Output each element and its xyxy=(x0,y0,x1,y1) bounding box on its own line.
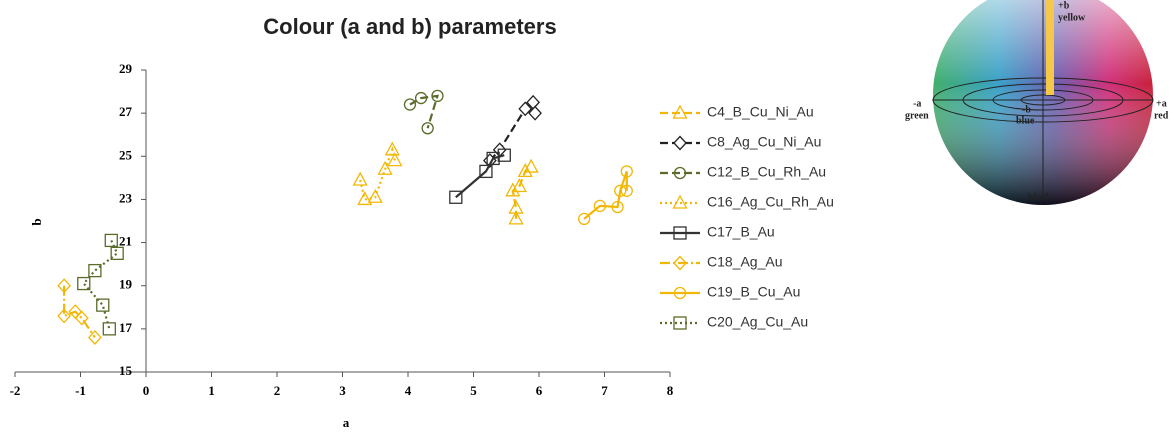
data-point xyxy=(614,184,627,197)
data-point xyxy=(449,190,463,204)
data-point xyxy=(57,308,72,324)
data-point xyxy=(77,276,91,291)
colour-sphere xyxy=(932,0,1154,205)
x-tick-label: 7 xyxy=(601,383,608,398)
legend-marker xyxy=(673,316,687,330)
sphere-label: -a xyxy=(913,98,921,109)
data-point xyxy=(352,171,368,186)
legend-marker xyxy=(673,286,687,300)
data-point xyxy=(387,152,403,167)
chart-title: Colour (a and b) parameters xyxy=(263,14,556,39)
data-point xyxy=(508,199,524,214)
series-line xyxy=(82,239,119,330)
legend-marker xyxy=(673,226,687,240)
data-point xyxy=(511,178,527,193)
data-point xyxy=(414,91,428,105)
x-tick-label: 3 xyxy=(339,383,346,398)
x-tick-label: 1 xyxy=(208,383,215,398)
data-point xyxy=(367,188,383,203)
data-point xyxy=(523,158,539,173)
series-line xyxy=(583,171,628,220)
data-point xyxy=(88,263,102,278)
y-tick-label: 21 xyxy=(119,234,132,249)
data-point xyxy=(486,151,500,166)
legend-label: C16_Ag_Cu_Rh_Au xyxy=(707,194,834,210)
data-point xyxy=(96,298,110,312)
data-point xyxy=(620,165,633,178)
series-line xyxy=(511,166,532,219)
x-tick-label: 5 xyxy=(470,383,477,398)
data-point xyxy=(110,246,124,261)
sphere-label: red xyxy=(1154,110,1169,121)
data-point xyxy=(403,98,417,111)
y-tick-label: 27 xyxy=(119,104,133,119)
sphere-label: -b xyxy=(1022,104,1031,115)
x-tick-label: -1 xyxy=(75,383,86,398)
x-tick-label: 8 xyxy=(667,383,674,398)
sphere-label: yellow xyxy=(1058,12,1086,23)
data-point xyxy=(384,141,400,156)
data-point xyxy=(517,163,533,178)
x-tick-label: -2 xyxy=(10,383,21,398)
legend-marker xyxy=(673,135,687,151)
data-point xyxy=(357,191,373,206)
data-point xyxy=(104,233,118,248)
legend-marker xyxy=(673,255,687,271)
data-point xyxy=(593,199,607,213)
data-point xyxy=(505,182,521,197)
x-tick-label: 2 xyxy=(274,383,281,398)
data-point xyxy=(421,122,434,135)
series-line xyxy=(359,146,396,201)
data-point xyxy=(102,322,116,336)
data-point xyxy=(497,148,511,162)
data-point xyxy=(377,160,393,175)
series-line xyxy=(63,285,96,339)
legend-label: C20_Ag_Cu_Au xyxy=(707,314,808,330)
legend-marker xyxy=(673,166,687,180)
x-tick-label: 6 xyxy=(536,383,543,398)
data-point xyxy=(57,278,72,294)
data-point xyxy=(88,330,102,345)
legend-label: C18_Ag_Au xyxy=(707,254,783,270)
y-tick-label: 23 xyxy=(119,190,133,205)
legend-marker xyxy=(672,104,688,119)
legend-label: C19_B_Cu_Au xyxy=(707,284,800,300)
legend-label: C12_B_Cu_Rh_Au xyxy=(707,164,826,180)
x-tick-label: 0 xyxy=(143,383,150,398)
data-point xyxy=(508,210,524,225)
data-point xyxy=(518,101,533,117)
sphere-label: green xyxy=(905,110,929,121)
data-point xyxy=(528,105,542,121)
data-point xyxy=(479,164,493,179)
sphere-label: blue xyxy=(1016,115,1035,126)
y-tick-label: 17 xyxy=(119,320,133,335)
data-point xyxy=(431,89,444,103)
x-tick-label: 4 xyxy=(405,383,412,398)
x-axis-label: a xyxy=(343,415,350,430)
sphere-label: +a xyxy=(1156,98,1167,109)
y-tick-label: 15 xyxy=(119,363,133,378)
legend-label: C17_B_Au xyxy=(707,224,775,240)
y-tick-label: 29 xyxy=(119,61,133,76)
y-axis-label: b xyxy=(29,218,44,225)
data-point xyxy=(620,184,633,197)
sphere-label: +b xyxy=(1058,0,1070,11)
sphere-label: black xyxy=(1028,192,1052,203)
legend-label: C4_B_Cu_Ni_Au xyxy=(707,104,814,120)
data-point xyxy=(74,310,89,326)
y-tick-label: 25 xyxy=(119,147,133,162)
data-point xyxy=(578,212,591,225)
legend-label: C8_Ag_Cu_Ni_Au xyxy=(707,134,821,150)
y-tick-label: 19 xyxy=(119,277,133,292)
data-point xyxy=(611,200,624,214)
series-line xyxy=(409,94,440,129)
legend-marker xyxy=(672,194,688,209)
